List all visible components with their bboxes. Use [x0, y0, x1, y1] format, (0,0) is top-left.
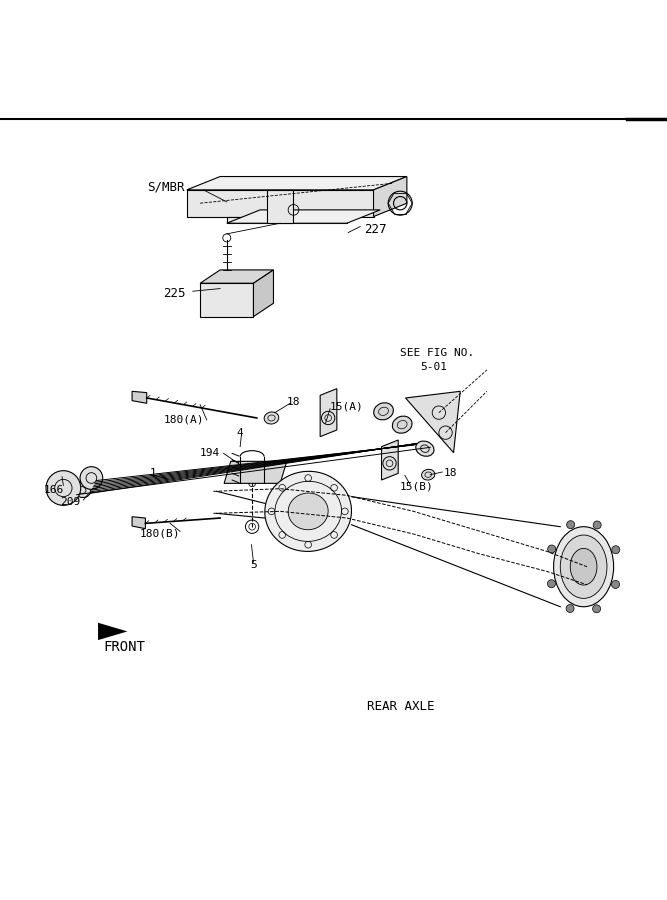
Circle shape	[612, 545, 620, 554]
Text: 18: 18	[287, 397, 300, 407]
Polygon shape	[200, 284, 253, 317]
Circle shape	[80, 467, 103, 490]
Polygon shape	[253, 270, 273, 317]
Ellipse shape	[265, 472, 352, 552]
Polygon shape	[406, 392, 460, 453]
Text: 5-01: 5-01	[420, 362, 447, 372]
Ellipse shape	[554, 526, 614, 607]
Text: 209: 209	[60, 497, 80, 507]
Text: 4: 4	[237, 428, 243, 438]
Polygon shape	[187, 190, 374, 217]
Polygon shape	[187, 176, 407, 190]
Polygon shape	[200, 270, 273, 284]
Ellipse shape	[422, 469, 435, 480]
Circle shape	[548, 580, 556, 588]
Polygon shape	[227, 210, 380, 223]
Text: 180(B): 180(B)	[140, 528, 181, 538]
Ellipse shape	[570, 548, 597, 585]
Text: SEE FIG NO.: SEE FIG NO.	[400, 348, 474, 358]
Text: 15(B): 15(B)	[400, 482, 434, 491]
Text: 166: 166	[43, 485, 63, 495]
Text: 225: 225	[163, 287, 186, 300]
Circle shape	[592, 605, 600, 613]
Text: REAR AXLE: REAR AXLE	[367, 700, 434, 714]
Ellipse shape	[416, 441, 434, 456]
Polygon shape	[320, 389, 337, 436]
Polygon shape	[267, 190, 293, 223]
Circle shape	[593, 521, 601, 529]
Text: 15(A): 15(A)	[330, 401, 364, 411]
Circle shape	[46, 471, 81, 506]
Circle shape	[566, 605, 574, 613]
Ellipse shape	[264, 412, 279, 424]
Polygon shape	[224, 462, 287, 483]
Ellipse shape	[374, 403, 394, 420]
Polygon shape	[382, 440, 398, 480]
Ellipse shape	[392, 416, 412, 433]
Text: 194: 194	[200, 448, 220, 458]
Polygon shape	[374, 176, 407, 217]
Polygon shape	[227, 217, 347, 223]
Text: 1: 1	[150, 468, 157, 478]
Text: 227: 227	[364, 223, 387, 237]
Text: 18: 18	[444, 468, 457, 478]
Circle shape	[548, 545, 556, 553]
Ellipse shape	[288, 493, 328, 530]
Text: FRONT: FRONT	[103, 640, 145, 653]
Polygon shape	[132, 392, 147, 403]
Polygon shape	[98, 623, 127, 640]
Ellipse shape	[73, 482, 91, 498]
Text: S/MBR: S/MBR	[147, 180, 184, 193]
Circle shape	[567, 521, 575, 528]
Text: 180(A): 180(A)	[163, 415, 204, 425]
Text: 5: 5	[250, 560, 257, 570]
Circle shape	[612, 580, 620, 589]
Ellipse shape	[560, 535, 607, 599]
Polygon shape	[132, 517, 145, 528]
